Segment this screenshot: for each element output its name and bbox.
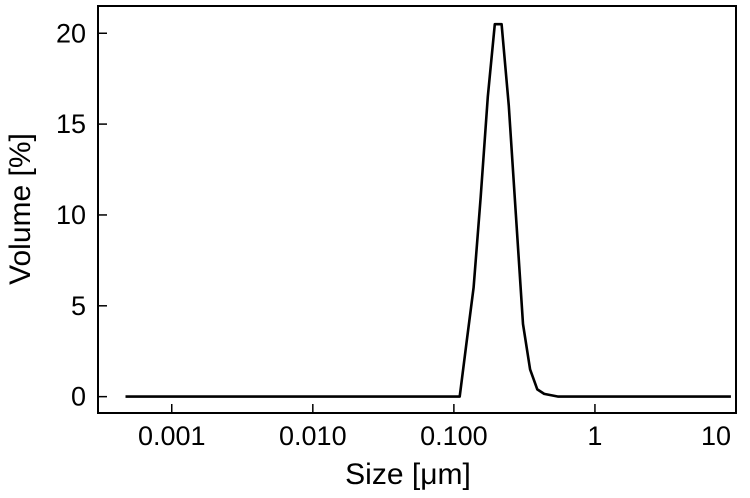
y-tick-label: 0 (71, 382, 86, 412)
y-tick-label: 5 (71, 291, 86, 321)
x-axis-ticks: 0.001 0.010 0.100 1 10 (138, 404, 737, 451)
y-tick-label: 15 (56, 109, 86, 139)
x-tick-label: 1 (587, 421, 602, 451)
x-tick-label: 10 (701, 421, 731, 451)
y-tick-label: 20 (56, 18, 86, 48)
series-line (125, 22, 731, 398)
y-axis-title: Volume [%] (4, 133, 37, 285)
x-tick-label: 0.100 (420, 421, 488, 451)
y-tick-label: 10 (56, 200, 86, 230)
x-axis-title: Size [μm] (345, 458, 471, 491)
x-tick-label: 0.010 (279, 421, 347, 451)
x-tick-label: 0.001 (138, 421, 206, 451)
plot-frame (97, 5, 737, 414)
y-axis-ticks: 0 5 10 15 20 (56, 18, 107, 412)
